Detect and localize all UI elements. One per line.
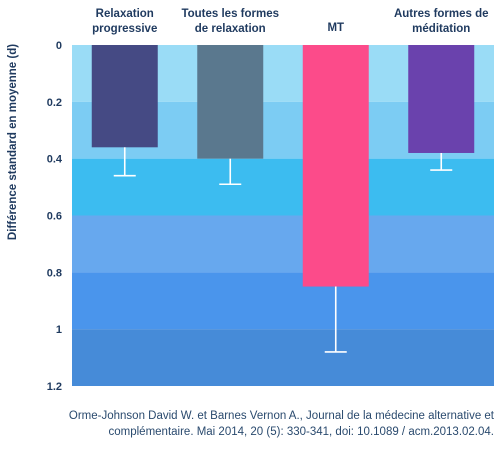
category-label-3: Autres formes de méditation	[394, 8, 489, 35]
y-tick-label: 1	[56, 324, 62, 336]
bar-3	[408, 45, 475, 153]
category-labels: Relaxation progressive Toutes les formes de…	[92, 8, 488, 35]
category-label-1: Toutes les formes de relaxation	[181, 8, 279, 35]
y-tick-label: 0	[56, 40, 62, 52]
y-axis-label: Différence standard en moyenne (d)	[7, 44, 19, 240]
band-5	[72, 329, 494, 386]
band-2	[72, 158, 494, 216]
bar-1	[197, 45, 264, 159]
citation-line-1: Orme-Johnson David W. et Barnes Vernon A…	[68, 410, 494, 422]
y-tick-label: 0.4	[47, 154, 63, 166]
band-4	[72, 272, 494, 330]
bar-2	[302, 45, 369, 287]
citation: Orme-Johnson David W. et Barnes Vernon A…	[10, 408, 494, 440]
bar-0	[91, 45, 158, 148]
citation-line-2: complémentaire. Mai 2014, 20 (5): 330-34…	[108, 426, 495, 438]
bar-chart: 0 0.2 0.4 0.6 0.8 1 1.2 Relaxation progressive T…	[7, 8, 494, 393]
y-tick-label: 0.6	[47, 211, 62, 223]
bars	[91, 45, 475, 287]
y-tick-label: 1.2	[47, 381, 62, 393]
y-tick-label: 0.2	[47, 97, 62, 109]
band-3	[72, 215, 494, 273]
category-label-0: Relaxation progressive	[92, 8, 157, 35]
category-label-2: MT	[327, 22, 344, 34]
y-axis-ticks: 0 0.2 0.4 0.6 0.8 1 1.2	[47, 40, 63, 393]
error-bars	[113, 147, 453, 353]
y-tick-label: 0.8	[47, 267, 62, 279]
